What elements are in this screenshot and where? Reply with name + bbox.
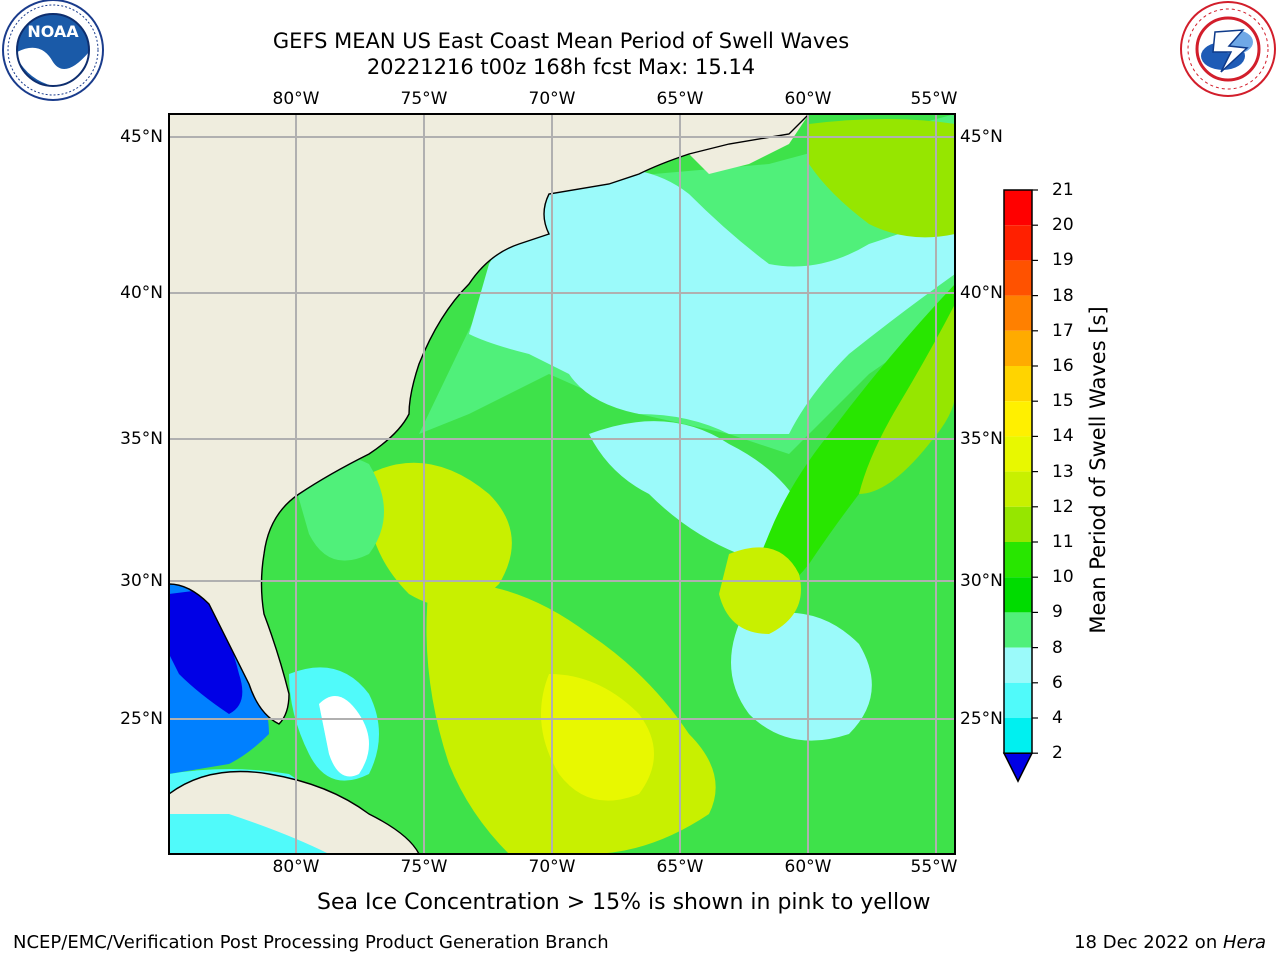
lon-tick-bottom-80: 80°W xyxy=(272,857,320,877)
field-yellow-south xyxy=(541,674,654,801)
colorbar-band xyxy=(1004,612,1032,648)
field-green-band-east xyxy=(729,284,955,614)
colorbar-band xyxy=(1004,718,1032,754)
coastline xyxy=(169,114,810,725)
colorbar-tick-label: 9 xyxy=(1052,602,1063,623)
colorbar-band xyxy=(1004,471,1032,507)
lon-tick-bottom-70: 70°W xyxy=(528,857,576,877)
colorbar-tick-label: 16 xyxy=(1052,356,1074,376)
chart-title-line1: GEFS MEAN US East Coast Mean Period of S… xyxy=(272,29,850,53)
colorbar-tick-label: 14 xyxy=(1052,426,1074,447)
colorbar-tick-label: 15 xyxy=(1052,391,1074,412)
colorbar-band xyxy=(1004,577,1032,613)
lon-tick-top-75: 75°W xyxy=(400,89,448,109)
colorbar-tick-label: 6 xyxy=(1052,672,1063,693)
map-frame xyxy=(168,113,956,855)
colorbar-extend-triangle xyxy=(1002,752,1034,783)
field-cyan-north xyxy=(469,167,955,435)
sea-ice-note: Sea Ice Concentration > 15% is shown in … xyxy=(317,890,931,915)
colorbar-tick-label: 18 xyxy=(1052,285,1074,306)
colorbar-tick-label: 19 xyxy=(1052,250,1074,271)
colorbar-tick-label: 11 xyxy=(1052,532,1074,552)
lon-tick-top-60: 60°W xyxy=(784,89,832,109)
lon-tick-top-70: 70°W xyxy=(528,89,576,109)
swell-period-map xyxy=(168,113,956,855)
footer-date: 18 Dec 2022 on Hera xyxy=(1074,932,1266,953)
lon-tick-bottom-55: 55°W xyxy=(910,857,958,877)
colorbar-tick-label: 21 xyxy=(1052,180,1074,200)
colorbar-band xyxy=(1004,295,1032,331)
noaa-logo-text: NOAA xyxy=(27,22,79,41)
lat-tick-left-30: 30°N xyxy=(120,571,163,591)
lat-tick-left-45: 45°N xyxy=(120,127,163,147)
colorbar-tick-label: 2 xyxy=(1052,743,1063,764)
footer-date-text: 18 Dec 2022 on xyxy=(1074,932,1223,953)
lon-tick-top-80: 80°W xyxy=(272,89,320,109)
chart-title-line2: 20221216 t00z 168h fcst Max: 15.14 xyxy=(366,55,756,79)
colorbar-tick-label: 8 xyxy=(1052,637,1063,658)
colorbar-tick-label: 17 xyxy=(1052,320,1074,341)
colorbar-tick-label: 4 xyxy=(1052,708,1063,728)
footer-host: Hera xyxy=(1222,932,1266,953)
colorbar-tick-label: 20 xyxy=(1052,215,1074,236)
colorbar-band xyxy=(1004,225,1032,261)
footer-credit: NCEP/EMC/Verification Post Processing Pr… xyxy=(13,932,609,953)
lat-tick-right-35: 35°N xyxy=(960,429,1003,449)
field-yellowgreen-east xyxy=(859,304,955,494)
nws-logo-icon xyxy=(1180,1,1276,97)
land-nova-scotia xyxy=(689,114,809,174)
colorbar-tick-label: 10 xyxy=(1052,567,1074,588)
colorbar-band xyxy=(1004,542,1032,578)
lon-tick-bottom-65: 65°W xyxy=(656,857,704,877)
lat-tick-right-45: 45°N xyxy=(960,127,1003,147)
field-darkblue-gulf xyxy=(169,589,243,714)
land-cuba xyxy=(169,771,419,854)
colorbar-band xyxy=(1004,260,1032,296)
field-yellowgreen-ne xyxy=(809,119,955,238)
land-north-america xyxy=(169,114,809,724)
lon-tick-top-55: 55°W xyxy=(910,89,958,109)
lat-tick-left-25: 25°N xyxy=(120,709,163,729)
lon-tick-top-65: 65°W xyxy=(656,89,704,109)
colorbar xyxy=(1002,189,1038,783)
lat-tick-left-35: 35°N xyxy=(120,429,163,449)
lat-tick-right-30: 30°N xyxy=(960,571,1003,591)
colorbar-band xyxy=(1004,366,1032,402)
colorbar-band xyxy=(1004,401,1032,437)
coastline-cuba xyxy=(169,770,420,854)
colorbar-band xyxy=(1004,330,1032,366)
noaa-logo-icon: NOAA xyxy=(2,0,104,101)
field-yellowgreen-southwest xyxy=(367,462,512,607)
graticule xyxy=(169,114,955,854)
colorbar-band xyxy=(1004,436,1032,472)
field-yellowgreen-mid xyxy=(719,547,801,634)
lon-tick-bottom-60: 60°W xyxy=(784,857,832,877)
colorbar-band xyxy=(1004,682,1032,718)
colorbar-title: Mean Period of Swell Waves [s] xyxy=(1086,306,1110,634)
field-cyan-center xyxy=(589,421,809,556)
colorbar-tick-label: 12 xyxy=(1052,496,1074,517)
field-cyan-southeast xyxy=(731,612,872,741)
colorbar-band xyxy=(1004,190,1032,226)
bahamas-bank-white xyxy=(319,696,369,777)
colorbar-band xyxy=(1004,647,1032,683)
lat-tick-right-25: 25°N xyxy=(960,709,1003,729)
colorbar-band xyxy=(1004,506,1032,542)
colorbar-tick-label: 13 xyxy=(1052,461,1074,482)
lat-tick-left-40: 40°N xyxy=(120,283,163,303)
lat-tick-right-40: 40°N xyxy=(960,283,1003,303)
lon-tick-bottom-75: 75°W xyxy=(400,857,448,877)
